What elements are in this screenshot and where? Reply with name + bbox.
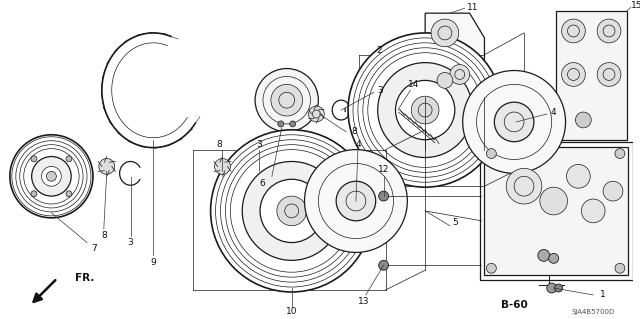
Circle shape — [494, 102, 534, 142]
Text: 7: 7 — [91, 244, 97, 253]
Circle shape — [31, 191, 37, 197]
Bar — [556, 11, 627, 140]
Circle shape — [42, 167, 61, 186]
Circle shape — [486, 263, 497, 273]
Circle shape — [290, 121, 296, 127]
Circle shape — [575, 112, 591, 128]
Circle shape — [378, 63, 472, 158]
Text: 8: 8 — [351, 127, 357, 136]
Text: 4: 4 — [551, 108, 557, 116]
Circle shape — [540, 187, 568, 215]
Text: 11: 11 — [467, 3, 478, 12]
Circle shape — [336, 181, 376, 221]
Circle shape — [506, 168, 542, 204]
Circle shape — [308, 106, 324, 122]
Circle shape — [242, 161, 341, 260]
Circle shape — [66, 156, 72, 162]
Circle shape — [548, 253, 559, 263]
Text: 9: 9 — [150, 258, 156, 267]
Text: FR.: FR. — [75, 273, 95, 283]
Circle shape — [412, 96, 439, 124]
Text: 8: 8 — [216, 140, 222, 149]
Circle shape — [271, 84, 303, 116]
Bar — [484, 147, 628, 275]
Circle shape — [10, 135, 93, 218]
Circle shape — [305, 150, 407, 252]
Text: 8: 8 — [101, 231, 107, 240]
Circle shape — [566, 164, 590, 188]
Circle shape — [379, 260, 388, 270]
Circle shape — [538, 249, 550, 261]
Text: B-60: B-60 — [500, 300, 527, 310]
Text: 4: 4 — [355, 140, 361, 149]
Text: 14: 14 — [408, 80, 419, 89]
Circle shape — [463, 70, 566, 173]
Circle shape — [396, 80, 455, 140]
Circle shape — [615, 149, 625, 159]
Polygon shape — [425, 13, 484, 97]
Circle shape — [379, 191, 388, 201]
Circle shape — [431, 19, 459, 47]
Circle shape — [450, 64, 470, 84]
Bar — [479, 142, 633, 280]
Circle shape — [581, 199, 605, 223]
Circle shape — [555, 284, 563, 292]
Circle shape — [277, 196, 307, 226]
Circle shape — [214, 159, 230, 174]
Circle shape — [437, 72, 453, 88]
Circle shape — [211, 130, 372, 292]
Circle shape — [260, 179, 323, 242]
Circle shape — [31, 156, 37, 162]
Text: 6: 6 — [259, 179, 265, 188]
Circle shape — [547, 283, 557, 293]
Circle shape — [99, 159, 115, 174]
Circle shape — [66, 191, 72, 197]
Circle shape — [486, 149, 497, 159]
Text: SJA4B5700D: SJA4B5700D — [572, 309, 615, 315]
Text: 1: 1 — [600, 290, 606, 300]
Circle shape — [561, 19, 586, 43]
Circle shape — [603, 181, 623, 201]
Text: 13: 13 — [358, 297, 369, 306]
Circle shape — [255, 69, 318, 132]
Circle shape — [597, 63, 621, 86]
Circle shape — [561, 63, 586, 86]
Circle shape — [615, 263, 625, 273]
Circle shape — [278, 121, 284, 127]
Text: 5: 5 — [452, 218, 458, 227]
Circle shape — [597, 19, 621, 43]
Text: 10: 10 — [286, 307, 298, 316]
Text: 2: 2 — [376, 46, 381, 55]
Text: 3: 3 — [377, 86, 383, 95]
Circle shape — [47, 171, 56, 181]
Text: 3: 3 — [256, 140, 262, 149]
Circle shape — [31, 157, 71, 196]
Circle shape — [348, 33, 502, 187]
Text: 15: 15 — [631, 1, 640, 10]
Text: 3: 3 — [127, 238, 133, 247]
Text: 12: 12 — [378, 165, 389, 174]
